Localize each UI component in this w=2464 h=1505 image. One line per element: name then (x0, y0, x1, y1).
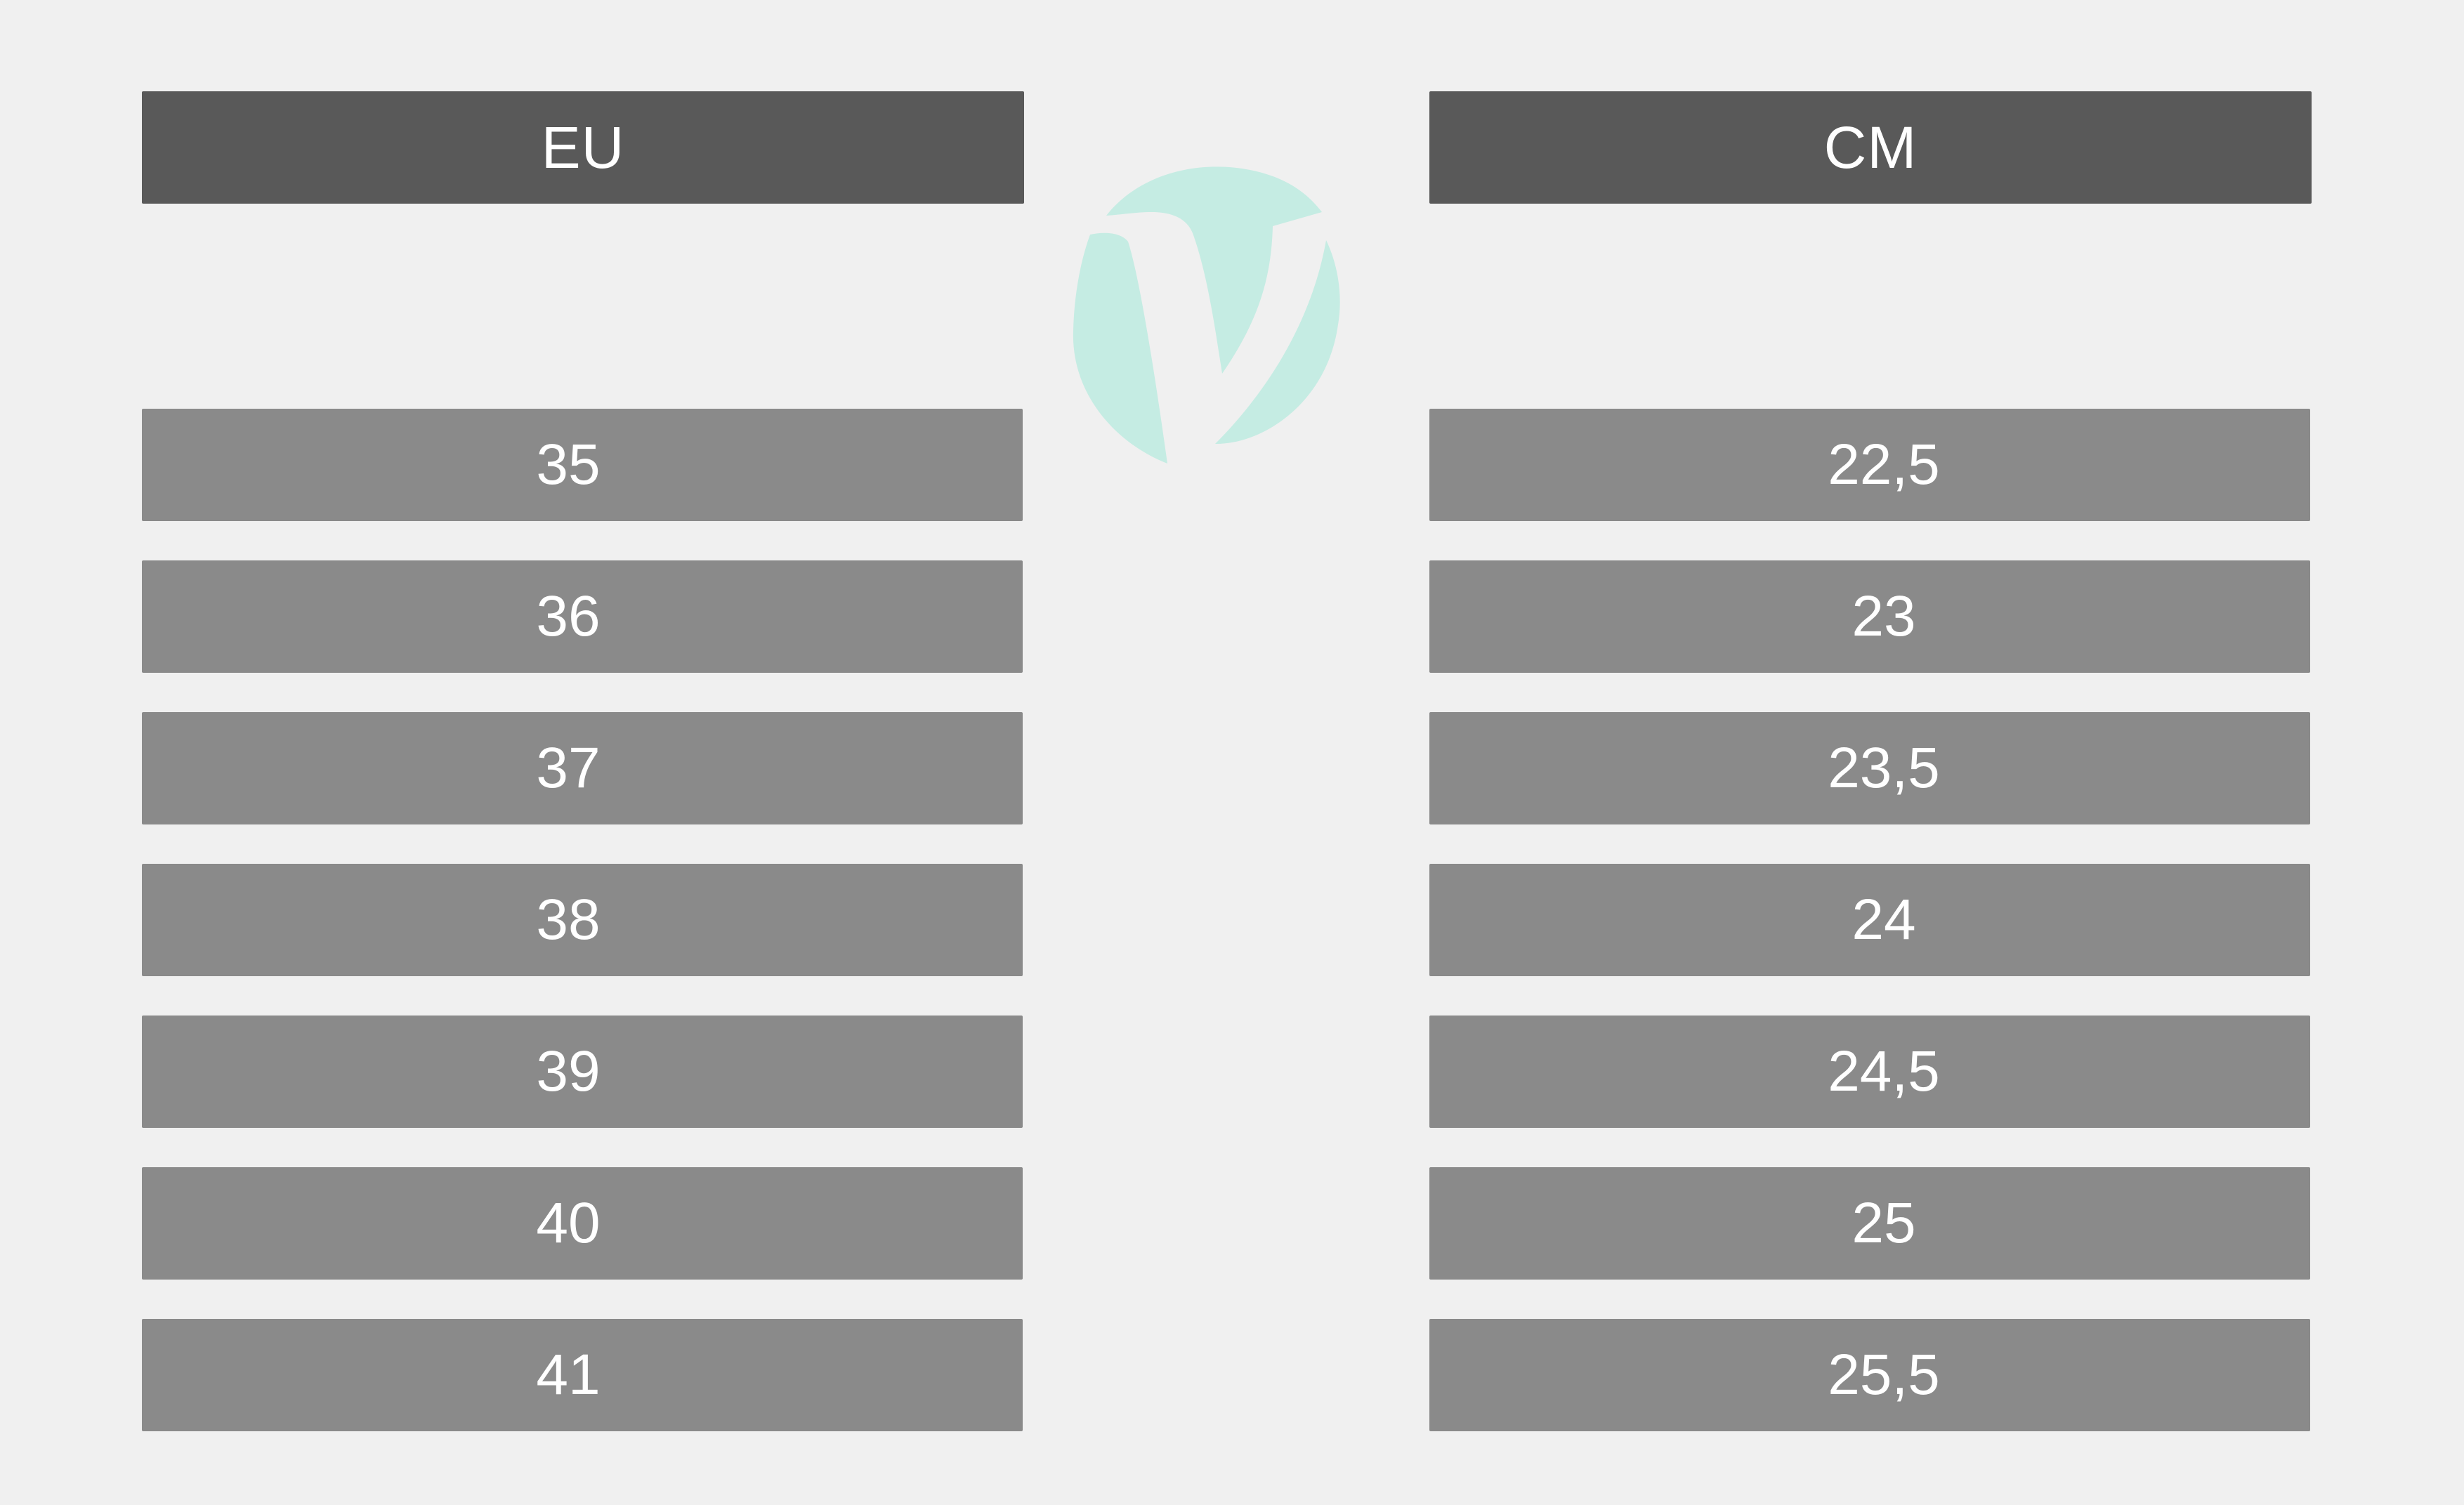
eu-size-cell: 38 (142, 864, 1023, 976)
eu-size-cell: 40 (142, 1167, 1023, 1280)
cm-size-cell: 23 (1429, 560, 2310, 673)
eu-size-column: EU 35 36 37 38 39 40 41 (142, 0, 1024, 1505)
cm-column-header: CM (1429, 91, 2312, 204)
eu-size-value: 40 (536, 1191, 601, 1255)
v-monogram-logo-icon (1073, 166, 1340, 464)
eu-size-cell: 35 (142, 409, 1023, 521)
cm-size-cell: 23,5 (1429, 712, 2310, 824)
cm-header-label: CM (1823, 114, 1918, 180)
eu-size-value: 36 (536, 584, 601, 648)
cm-size-cell: 25,5 (1429, 1319, 2310, 1431)
brand-logo (1068, 149, 1398, 479)
cm-size-value: 24 (1852, 888, 1916, 952)
cm-size-cell: 24 (1429, 864, 2310, 976)
cm-size-cell: 24,5 (1429, 1016, 2310, 1128)
cm-size-value: 25 (1852, 1191, 1916, 1255)
cm-size-value: 24,5 (1828, 1039, 1940, 1103)
cm-size-value: 25,5 (1828, 1343, 1940, 1407)
eu-size-value: 35 (536, 433, 601, 497)
cm-size-value: 23,5 (1828, 736, 1940, 800)
eu-size-value: 38 (536, 888, 601, 952)
eu-size-cell: 37 (142, 712, 1023, 824)
eu-size-cell: 41 (142, 1319, 1023, 1431)
eu-size-value: 37 (536, 736, 601, 800)
eu-size-cell: 39 (142, 1016, 1023, 1128)
eu-column-header: EU (142, 91, 1024, 204)
cm-size-column: CM 22,5 23 23,5 24 24,5 25 25,5 (1429, 0, 2312, 1505)
eu-size-value: 41 (536, 1343, 601, 1407)
eu-size-value: 39 (536, 1039, 601, 1103)
cm-size-value: 23 (1852, 584, 1916, 648)
cm-size-value: 22,5 (1828, 433, 1940, 497)
cm-size-cell: 25 (1429, 1167, 2310, 1280)
eu-size-cell: 36 (142, 560, 1023, 673)
eu-header-label: EU (541, 114, 625, 180)
cm-size-cell: 22,5 (1429, 409, 2310, 521)
